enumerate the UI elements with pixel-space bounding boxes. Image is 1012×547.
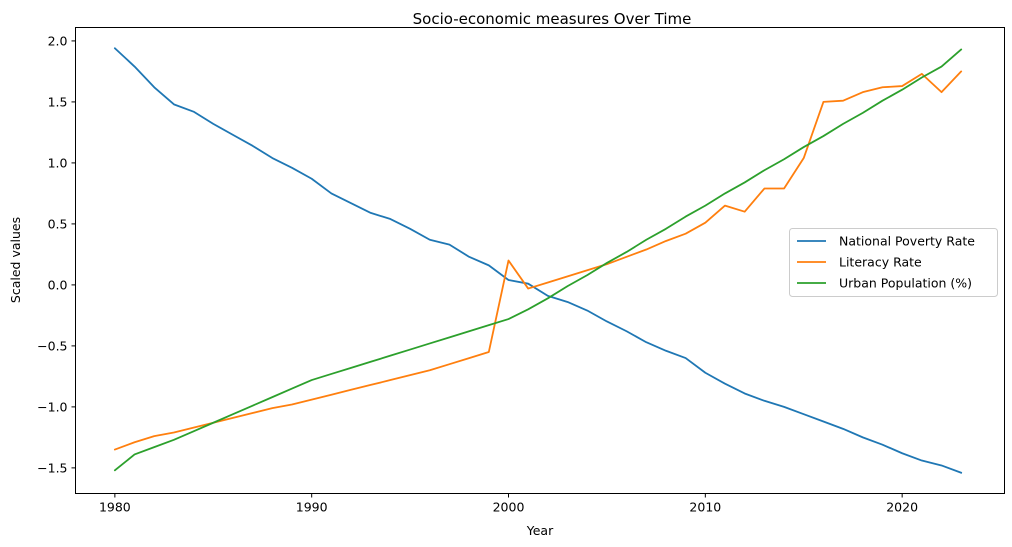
- series-line-0: [113, 47, 963, 474]
- y-tick-label: −0.5: [37, 338, 67, 353]
- y-axis-ticks: −1.5 −1.0 −0.5 0.0 0.5 1.0 1.5 2.0: [37, 33, 76, 475]
- legend-label-2: Urban Population (%): [839, 276, 972, 291]
- series-layer: [113, 47, 963, 474]
- y-tick-label: 0.5: [48, 216, 68, 231]
- legend-frame: [789, 228, 998, 297]
- x-tick-label: 2010: [689, 500, 721, 515]
- series-line-1: [113, 70, 963, 451]
- y-tick-label: 1.5: [48, 94, 68, 109]
- x-tick-label: 1980: [99, 500, 131, 515]
- x-tick-label: 2000: [493, 500, 525, 515]
- legend: National Poverty Rate Literacy Rate Urban …: [789, 228, 998, 297]
- plot-frame: [75, 27, 1005, 494]
- y-tick-label: −1.5: [37, 460, 67, 475]
- x-axis-label: Year: [526, 523, 554, 538]
- y-tick-label: 1.0: [48, 155, 68, 170]
- x-tick-label: 2020: [886, 500, 918, 515]
- axes-layer: [75, 27, 1005, 494]
- y-tick-label: 0.0: [48, 277, 68, 292]
- legend-label-1: Literacy Rate: [839, 255, 922, 270]
- series-line-2: [113, 48, 963, 472]
- legend-items: National Poverty Rate Literacy Rate Urban …: [797, 234, 975, 291]
- y-tick-label: −1.0: [37, 399, 67, 414]
- x-axis-ticks: 1980 1990 2000 2010 2020: [99, 493, 918, 515]
- chart-title: Socio-economic measures Over Time: [413, 10, 692, 28]
- legend-label-0: National Poverty Rate: [839, 234, 975, 249]
- y-axis-label: Scaled values: [8, 217, 23, 303]
- y-tick-label: 2.0: [48, 33, 68, 48]
- x-tick-label: 1990: [296, 500, 328, 515]
